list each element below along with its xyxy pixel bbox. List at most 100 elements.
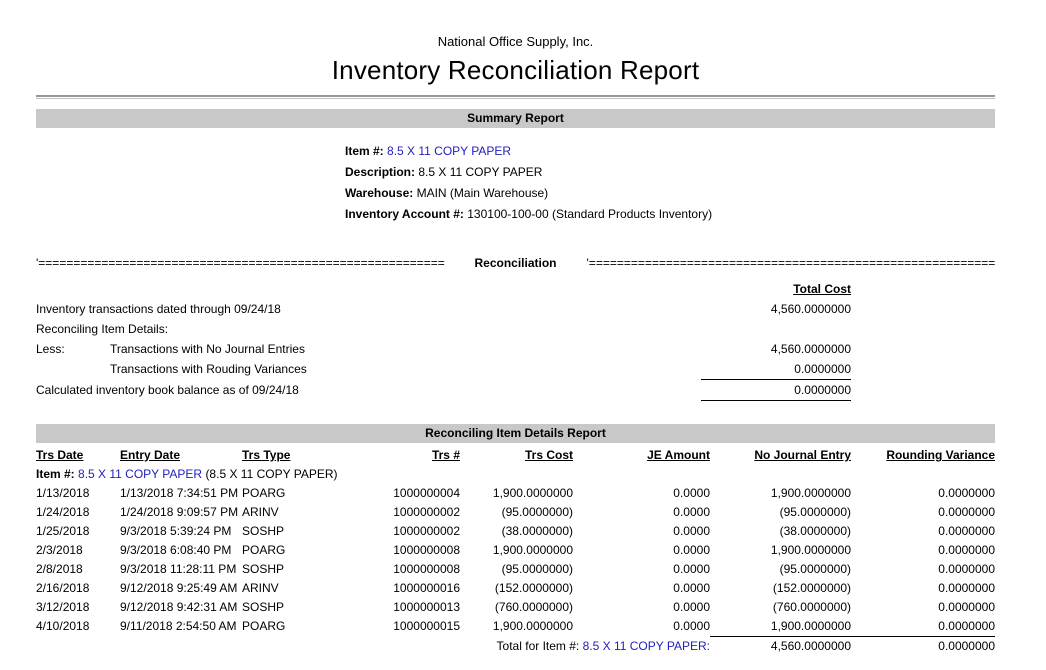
- cell-no-journal-entry: 1,900.0000000: [770, 543, 851, 557]
- col-header-rounding-variance: Rounding Variance: [851, 446, 995, 465]
- warehouse-label: Warehouse:: [345, 186, 414, 200]
- cell-rounding-variance: 0.0000000: [938, 543, 995, 557]
- company-name: National Office Supply, Inc.: [437, 34, 594, 49]
- cell-trs-cost: 1,900.0000000: [492, 619, 573, 634]
- cell-je-amount: 0.0000: [673, 581, 710, 595]
- summary-fields: Item #: 8.5 X 11 COPY PAPER Description:…: [345, 141, 995, 225]
- cell-trs-cost: (95.0000000): [501, 562, 573, 576]
- recon-row-details-heading: Reconciling Item Details:: [36, 319, 851, 339]
- table-row: 2/3/2018 9/3/2018 6:08:40 PM POARG 10000…: [36, 541, 995, 560]
- item-number-field: Item #: 8.5 X 11 COPY PAPER: [345, 141, 995, 162]
- cell-trs-cost: (152.0000000): [494, 581, 573, 595]
- cell-trs-number: 1000000015: [393, 619, 460, 634]
- cell-no-journal-entry: (95.0000000): [779, 562, 851, 576]
- col-header-label: Trs Date: [36, 448, 84, 462]
- cell-trs-number: 1000000013: [393, 600, 460, 614]
- cell-trs-cost: (38.0000000): [501, 524, 573, 538]
- cell-entry-date: 9/3/2018 5:39:24 PM: [120, 524, 232, 538]
- reconciliation-title: Reconciliation: [474, 256, 557, 270]
- recon-row-no-journal: Less: Transactions with No Journal Entri…: [36, 339, 851, 359]
- cell-entry-date: 9/12/2018 9:42:31 AM: [120, 600, 238, 614]
- cell-no-journal-entry: 1,900.0000000: [770, 619, 851, 633]
- cell-entry-date: 9/3/2018 6:08:40 PM: [120, 543, 232, 557]
- cell-trs-number: 1000000008: [393, 543, 460, 557]
- cell-no-journal-entry: (38.0000000): [779, 524, 851, 538]
- reconciliation-summary: Total Cost Inventory transactions dated …: [36, 279, 851, 401]
- cell-trs-type: ARINV: [242, 581, 279, 595]
- warehouse-value: MAIN (Main Warehouse): [416, 186, 549, 200]
- description-field: Description: 8.5 X 11 COPY PAPER: [345, 162, 995, 183]
- col-header-trs-cost: Trs Cost: [460, 446, 573, 465]
- cell-trs-type: SOSHP: [242, 524, 285, 538]
- recon-row-rounding: Transactions with Rouding Variances 0.00…: [36, 359, 851, 380]
- cell-entry-date: 9/11/2018 2:54:50 AM: [120, 619, 237, 634]
- total-rounding-variance: 0.0000000: [851, 636, 995, 656]
- cell-rounding-variance: 0.0000000: [938, 581, 995, 595]
- cell-no-journal-entry: (152.0000000): [772, 581, 851, 595]
- recon-no-journal-value: 4,560.0000000: [770, 342, 851, 356]
- col-header-label: Entry Date: [120, 448, 181, 462]
- total-no-journal-entry: 4,560.0000000: [710, 636, 851, 656]
- item-number-link[interactable]: 8.5 X 11 COPY PAPER: [387, 144, 512, 158]
- col-header-je-amount: JE Amount: [573, 446, 710, 465]
- cell-trs-cost: (760.0000000): [494, 600, 573, 614]
- cell-trs-date: 3/12/2018: [36, 600, 90, 614]
- cell-rounding-variance: 0.0000000: [938, 600, 995, 614]
- report-title: Inventory Reconciliation Report: [331, 55, 700, 85]
- total-item-link[interactable]: 8.5 X 11 COPY PAPER:: [582, 638, 710, 653]
- item-header-cell: Item #: 8.5 X 11 COPY PAPER (8.5 X 11 CO…: [36, 465, 995, 484]
- item-number-label: Item #:: [36, 467, 75, 481]
- recon-rounding-indent: [36, 359, 110, 380]
- cell-trs-number: 1000000016: [393, 581, 460, 595]
- col-header-label: Trs Cost: [524, 448, 573, 462]
- cell-trs-type: POARG: [242, 543, 286, 557]
- reconciliation-divider: '=======================================…: [36, 256, 995, 270]
- cell-je-amount: 0.0000: [673, 486, 710, 500]
- col-header-trs-number: Trs #: [362, 446, 460, 465]
- recon-details-heading-label: Reconciling Item Details:: [36, 322, 169, 336]
- col-header-trs-type: Trs Type: [242, 446, 362, 465]
- cell-trs-cost: 1,900.0000000: [492, 543, 573, 557]
- right-equals-rule: '=======================================…: [586, 256, 996, 270]
- summary-section-title: Summary Report: [467, 111, 564, 125]
- recon-row-balance: Calculated inventory book balance as of …: [36, 380, 851, 401]
- cell-trs-date: 2/8/2018: [36, 562, 83, 576]
- total-row: Total for Item #: 8.5 X 11 COPY PAPER: 4…: [36, 636, 995, 656]
- cell-trs-date: 1/13/2018: [36, 486, 90, 500]
- cell-trs-number: 1000000004: [393, 486, 460, 500]
- table-row: 1/25/2018 9/3/2018 5:39:24 PM SOSHP 1000…: [36, 522, 995, 541]
- cell-entry-date: 9/12/2018 9:25:49 AM: [120, 581, 238, 595]
- less-label: Less:: [36, 342, 65, 356]
- inventory-account-field: Inventory Account #: 130100-100-00 (Stan…: [345, 204, 995, 225]
- cell-rounding-variance: 0.0000000: [938, 524, 995, 538]
- cell-trs-date: 4/10/2018: [36, 619, 90, 634]
- cell-je-amount: 0.0000: [673, 619, 710, 634]
- cell-je-amount: 0.0000: [673, 562, 710, 576]
- cell-rounding-variance: 0.0000000: [938, 562, 995, 576]
- cell-trs-type: SOSHP: [242, 600, 285, 614]
- recon-rounding-value: 0.0000000: [701, 359, 851, 380]
- table-row: 2/8/2018 9/3/2018 11:28:11 PM SOSHP 1000…: [36, 560, 995, 579]
- inventory-account-label: Inventory Account #:: [345, 207, 464, 221]
- cell-trs-cost: (95.0000000): [501, 505, 573, 519]
- item-number-link[interactable]: 8.5 X 11 COPY PAPER: [78, 467, 203, 481]
- table-row: 2/16/2018 9/12/2018 9:25:49 AM ARINV 100…: [36, 579, 995, 598]
- col-header-trs-date: Trs Date: [36, 446, 120, 465]
- col-header-no-journal-entry: No Journal Entry: [710, 446, 851, 465]
- cell-trs-date: 2/3/2018: [36, 543, 83, 557]
- item-description: (8.5 X 11 COPY PAPER): [205, 467, 338, 481]
- table-row: 4/10/2018 9/11/2018 2:54:50 AM POARG 100…: [36, 617, 995, 637]
- cell-entry-date: 1/24/2018 9:09:57 PM: [120, 505, 239, 519]
- cell-trs-type: POARG: [242, 486, 286, 500]
- cell-trs-number: 1000000002: [393, 505, 460, 519]
- recon-transactions-value: 4,560.0000000: [770, 302, 851, 316]
- table-row: 1/24/2018 1/24/2018 9:09:57 PM ARINV 100…: [36, 503, 995, 522]
- cell-trs-date: 1/25/2018: [36, 524, 90, 538]
- details-section-bar: Reconciling Item Details Report: [36, 424, 995, 443]
- recon-no-journal-label: Transactions with No Journal Entries: [110, 342, 305, 356]
- recon-details-heading-value: [701, 319, 851, 339]
- cell-trs-type: POARG: [242, 619, 286, 634]
- cell-je-amount: 0.0000: [673, 600, 710, 614]
- cell-trs-number: 1000000008: [393, 562, 460, 576]
- details-header-row: Trs Date Entry Date Trs Type Trs # Trs C…: [36, 446, 995, 465]
